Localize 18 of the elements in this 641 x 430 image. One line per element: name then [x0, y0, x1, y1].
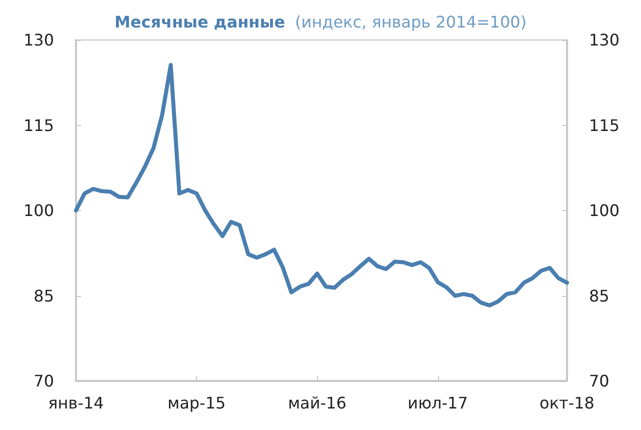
y-tick-label: 85: [34, 286, 54, 306]
x-tick-label: мар-15: [168, 394, 226, 412]
line-series: [74, 63, 569, 308]
x-tick-label: янв-14: [48, 394, 104, 412]
y-tick-label: 130: [23, 30, 54, 50]
y2-tick-label: 70: [589, 372, 610, 390]
x-tick-label: окт-18: [540, 394, 594, 412]
chart-title: Месячные данные: [114, 12, 286, 32]
chart-subtitle: (индекс, январь 2014=100): [295, 12, 527, 32]
y2-tick-label: 130: [589, 30, 620, 50]
y-tick-label: 100: [23, 201, 54, 220]
y-tick-label: 115: [23, 116, 54, 135]
y-tick-label: 70: [34, 372, 54, 390]
y2-tick-label: 85: [589, 286, 610, 306]
y2-tick-label: 100: [589, 201, 620, 220]
x-tick-label: июл-17: [408, 394, 468, 412]
y2-tick-label: 115: [589, 116, 620, 135]
x-tick-label: май-16: [288, 394, 346, 412]
